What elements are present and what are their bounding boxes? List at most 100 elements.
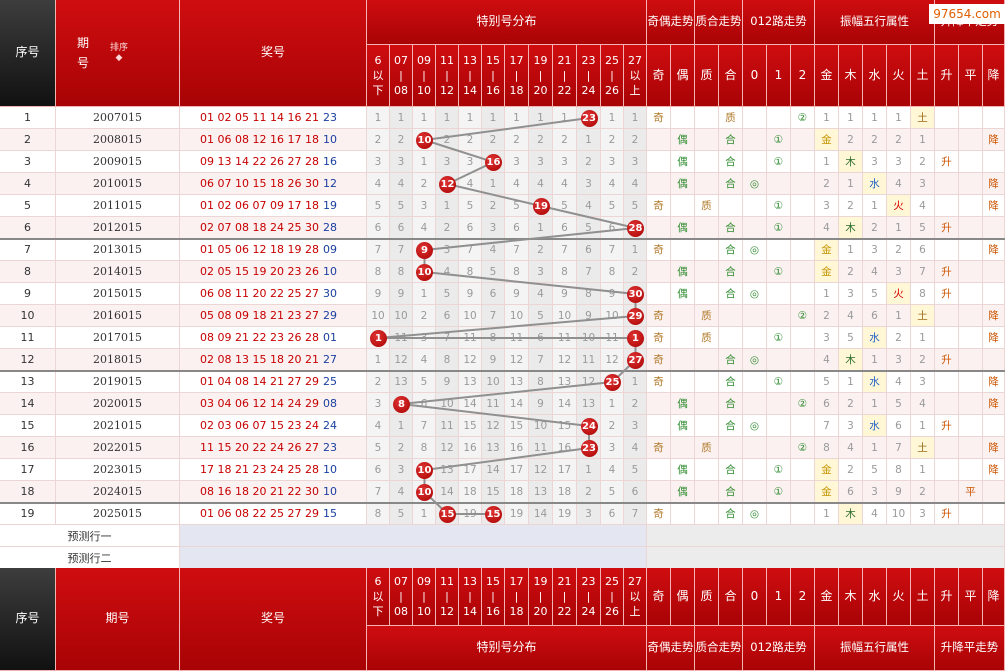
attr-cell: 2 <box>911 349 935 371</box>
period-header-footer: 期号 <box>56 568 180 671</box>
dist-cell: 10 <box>482 371 505 393</box>
attr-cell: 4 <box>887 371 911 393</box>
special-number: 27 <box>322 353 337 366</box>
group-separator <box>0 502 1005 504</box>
dist-cell: 1 <box>367 349 390 371</box>
dist-cell: 11 <box>482 393 505 415</box>
dist-cell: 7 <box>577 261 601 283</box>
dist-cell: 13 <box>577 393 601 415</box>
attr-cell: ② <box>791 393 815 415</box>
attr-cell <box>791 239 815 261</box>
attr-cell: 质 <box>719 107 743 129</box>
attr-cell <box>671 327 695 349</box>
range-header-9-footer: 23 | 24 <box>577 568 601 626</box>
predict-row-label[interactable]: 预测行二 <box>0 547 180 569</box>
row-seq: 2 <box>0 129 56 151</box>
range-header-8-footer: 21 | 22 <box>553 568 577 626</box>
attr-cell <box>695 349 719 371</box>
attr-cell: 4 <box>815 349 839 371</box>
attr-cell: 3 <box>863 151 887 173</box>
dist-cell: 8 <box>505 261 529 283</box>
attr-cell <box>647 151 671 173</box>
range-text: 下 <box>372 604 384 618</box>
sub-header-12-footer: 升 <box>935 568 959 626</box>
attr-cell <box>743 217 767 239</box>
dist-cell: 3 <box>482 217 505 239</box>
special-number: 10 <box>322 265 337 278</box>
special-number: 28 <box>322 221 337 234</box>
row-period: 2022015 <box>56 437 180 459</box>
attr-cell <box>743 195 767 217</box>
row-award-numbers: 08 09 21 22 23 26 28 01 <box>180 327 367 349</box>
attr-cell <box>959 107 983 129</box>
attr-cell: 合 <box>719 393 743 415</box>
dist-cell: 9 <box>390 283 413 305</box>
attr-cell <box>935 437 959 459</box>
attr-cell <box>695 151 719 173</box>
group-label-prime_comp: 质合走势 <box>695 640 742 655</box>
attr-cell: 3 <box>911 503 935 525</box>
sub-header-label: 土 <box>916 67 929 82</box>
dist-cell: 9 <box>601 283 624 305</box>
attr-cell <box>959 393 983 415</box>
attr-cell: 3 <box>887 349 911 371</box>
sub-header-label: 升 <box>940 588 953 603</box>
sort-toggle-button[interactable]: 排序 ◆ <box>110 43 128 64</box>
seq-header: 序号 <box>0 0 56 107</box>
attr-cell: ◎ <box>743 349 767 371</box>
sub-header-label: 奇 <box>652 67 665 82</box>
predict-attr-area[interactable] <box>647 525 1005 547</box>
predict-attr-area[interactable] <box>647 547 1005 569</box>
special-number-ball: 10 <box>416 461 433 479</box>
dist-cell: 15 <box>505 415 529 437</box>
row-seq: 11 <box>0 327 56 349</box>
dist-cell: 1 <box>624 371 647 393</box>
attr-cell <box>935 305 959 327</box>
dist-cell: 1 <box>529 217 553 239</box>
row-award-numbers: 06 08 11 20 22 25 27 30 <box>180 283 367 305</box>
attr-cell <box>983 481 1005 503</box>
attr-cell: 质 <box>695 195 719 217</box>
attr-cell: 2 <box>887 327 911 349</box>
special-number-ball: 25 <box>604 373 621 391</box>
attr-cell <box>743 481 767 503</box>
attr-cell <box>695 283 719 305</box>
range-text: | <box>562 68 567 82</box>
sub-header-14-footer: 降 <box>983 568 1005 626</box>
special-number-ball: 30 <box>627 285 644 303</box>
attr-cell <box>767 437 791 459</box>
attr-cell: 升 <box>935 261 959 283</box>
dist-cell: 8 <box>367 503 390 525</box>
attr-cell: 降 <box>983 195 1005 217</box>
attr-cell <box>983 349 1005 371</box>
special-number: 23 <box>322 441 337 454</box>
attr-cell: 2 <box>863 217 887 239</box>
special-number: 29 <box>322 309 337 322</box>
dist-cell: 5 <box>413 371 436 393</box>
special-number: 12 <box>322 177 337 190</box>
attr-cell: 金 <box>815 459 839 481</box>
predict-input-area[interactable] <box>180 525 647 547</box>
dist-cell: 3 <box>553 151 577 173</box>
red-numbers: 01 06 08 12 16 17 18 <box>200 133 319 146</box>
dist-cell: 5 <box>459 195 482 217</box>
dist-cell: 5 <box>601 481 624 503</box>
attr-cell <box>767 503 791 525</box>
group-label-amp_wuxing: 振幅五行属性 <box>840 640 909 655</box>
dist-cell: 2 <box>553 129 577 151</box>
dist-cell: 1 <box>459 107 482 129</box>
attr-cell: 偶 <box>671 261 695 283</box>
special-number-ball: 19 <box>532 197 550 215</box>
dist-cell: 5 <box>436 283 459 305</box>
attr-cell <box>695 481 719 503</box>
row-period: 2016015 <box>56 305 180 327</box>
predict-row-label[interactable]: 预测行一 <box>0 525 180 547</box>
predict-input-area[interactable] <box>180 547 647 569</box>
range-text: 22 <box>557 604 572 618</box>
site-badge[interactable]: 97654.com <box>929 4 1005 24</box>
sub-header-8-footer: 木 <box>839 568 863 626</box>
special-number: 15 <box>322 507 337 520</box>
dist-cell: 8 <box>482 327 505 349</box>
dist-cell: 4 <box>367 173 390 195</box>
attr-cell: 火 <box>887 195 911 217</box>
